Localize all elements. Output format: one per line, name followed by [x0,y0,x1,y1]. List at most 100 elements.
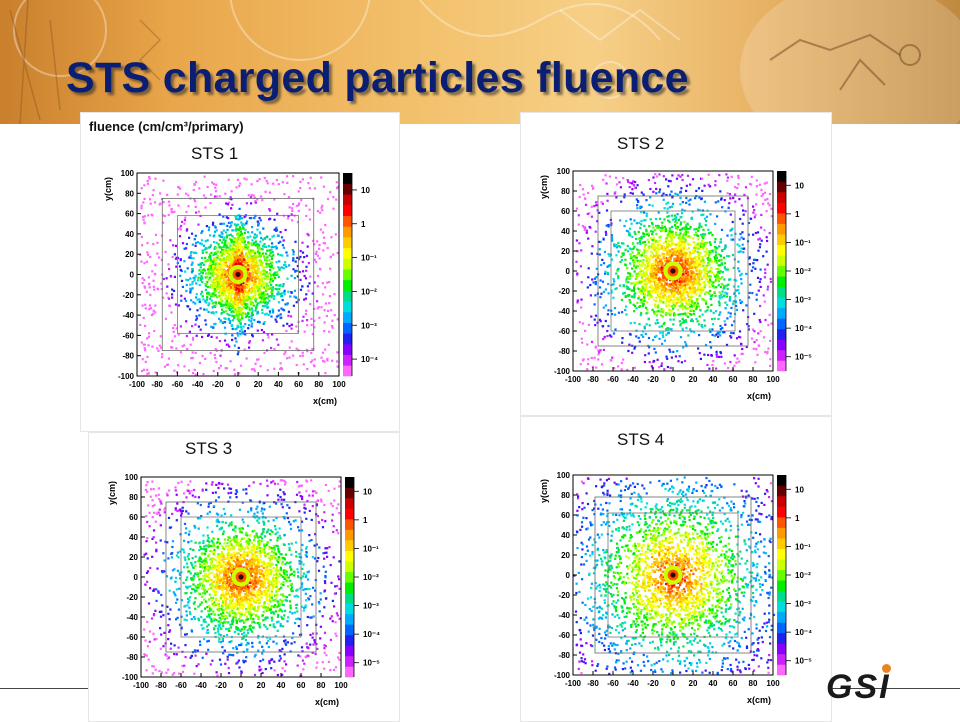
heatmap-cell [679,197,681,199]
heatmap-cell [617,277,619,279]
heatmap-cell [302,355,304,357]
x-tick-label: -40 [192,380,204,389]
heatmap-cell [265,246,267,248]
heatmap-cell [724,324,726,326]
heatmap-cell [734,354,736,356]
heatmap-cell [204,206,206,208]
heatmap-cell [240,310,242,312]
heatmap-cell [745,186,747,188]
heatmap-cell [198,273,200,275]
heatmap-cell [643,235,645,237]
heatmap-cell [248,194,250,196]
heatmap-cell [649,286,651,288]
heatmap-cell [177,193,179,195]
heatmap-cell [648,204,650,206]
heatmap-cell [695,231,697,233]
heatmap-cell [257,302,259,304]
heatmap-cell [214,357,216,359]
heatmap-cell [688,261,690,263]
heatmap-cell [216,269,218,271]
heatmap-cell [652,223,654,225]
heatmap-cell [658,191,660,193]
heatmap-cell [324,321,326,323]
heatmap-cell [656,226,658,228]
heatmap-cell [658,293,660,295]
heatmap-cell [591,341,593,343]
heatmap-cell [199,284,201,286]
heatmap-cell [712,360,714,362]
heatmap-cell [576,239,578,241]
heatmap-cell [300,289,302,291]
heatmap-cell [702,314,704,316]
heatmap-cell [587,363,589,365]
heatmap-cell [225,281,227,283]
heatmap-cell [181,280,183,282]
heatmap-cell [646,260,648,262]
heatmap-cell [230,234,232,236]
heatmap-cell [277,315,279,317]
heatmap-cell [248,296,250,298]
heatmap-cell [271,293,273,295]
heatmap-cell [248,307,250,309]
heatmap-cell [681,209,683,211]
heatmap-cell [699,252,701,254]
heatmap-cell [671,226,673,228]
heatmap-cell [601,259,603,261]
heatmap-cell [190,254,192,256]
heatmap-cell [171,293,173,295]
heatmap-cell [201,281,203,283]
heatmap-cell [644,244,646,246]
heatmap-cell [246,357,248,359]
heatmap-cell [605,231,607,233]
heatmap-cell [228,258,230,260]
heatmap-cell [163,278,165,280]
heatmap-cell [682,227,684,229]
heatmap-cell [578,214,580,216]
heatmap-cell [724,287,726,289]
heatmap-cell [301,320,303,322]
heatmap-cell [238,243,240,245]
heatmap-cell [645,230,647,232]
heatmap-cell [243,237,245,239]
heatmap-cell [646,215,648,217]
heatmap-cell [608,292,610,294]
heatmap-cell [604,336,606,338]
heatmap-cell [220,261,222,263]
heatmap-cell [251,325,253,327]
heatmap-cell [627,278,629,280]
heatmap-cell [207,239,209,241]
heatmap-cell [624,193,626,195]
heatmap-cell [723,331,725,333]
heatmap-cell [704,255,706,257]
heatmap-cell [210,352,212,354]
heatmap-cell [724,199,726,201]
heatmap-cell [579,196,581,198]
heatmap-cell [306,368,308,370]
heatmap-cell [704,286,706,288]
heatmap-cell [221,312,223,314]
heatmap-cell [759,321,761,323]
heatmap-cell [150,203,152,205]
heatmap-cell [752,234,754,236]
heatmap-cell [292,355,294,357]
heatmap-cell [147,180,149,182]
heatmap-cell [634,231,636,233]
heatmap-cell [656,310,658,312]
heatmap-cell [195,206,197,208]
heatmap-cell [718,260,720,262]
heatmap-cell [323,237,325,239]
heatmap-cell [599,253,601,255]
heatmap-cell [307,182,309,184]
heatmap-cell [293,305,295,307]
heatmap-cell [697,238,699,240]
heatmap-cell [241,300,243,302]
heatmap-cell [195,242,197,244]
heatmap-cell [649,196,651,198]
heatmap-cell [679,305,681,307]
heatmap-cell [230,265,232,267]
heatmap-cell [672,299,674,301]
heatmap-cell [587,192,589,194]
heatmap-cell [597,353,599,355]
